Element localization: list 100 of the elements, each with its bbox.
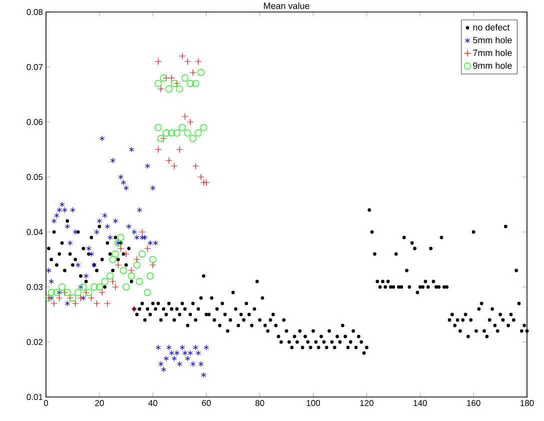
point: [109, 256, 116, 263]
point: [168, 74, 176, 82]
point: [136, 278, 144, 285]
point: [66, 294, 74, 302]
x-tick-label: 180: [520, 400, 534, 406]
point: [200, 124, 208, 131]
point: [90, 284, 98, 290]
point: [128, 272, 136, 280]
point: [173, 80, 180, 87]
point: [77, 294, 84, 302]
y-tick-label: 0.03: [26, 284, 43, 290]
point: [165, 157, 172, 164]
legend-label: 7mm hole: [473, 49, 512, 56]
point: [194, 58, 202, 65]
legend-label: 5mm hole: [473, 36, 512, 44]
point: [184, 130, 192, 136]
point: [157, 86, 164, 92]
point: [133, 256, 140, 263]
point: [157, 135, 164, 142]
point: [122, 284, 130, 290]
point: [64, 289, 71, 296]
point: [56, 294, 63, 302]
point: [162, 130, 170, 136]
point: [128, 267, 136, 274]
point: [170, 162, 178, 170]
point: [170, 80, 178, 87]
point: [192, 80, 200, 87]
point: [138, 228, 146, 236]
point: [144, 289, 152, 296]
point: [194, 130, 202, 136]
point: [154, 80, 162, 87]
point: [101, 278, 108, 285]
point: [50, 300, 58, 307]
x-tick-label: 140: [414, 400, 427, 406]
point: [178, 124, 186, 131]
point: [165, 86, 172, 92]
point: [117, 234, 124, 241]
x-tick-label: 60: [202, 400, 211, 406]
point: [61, 289, 68, 296]
point: [106, 272, 114, 280]
point: [114, 262, 122, 268]
x-tick-label: 160: [467, 400, 480, 406]
point: [160, 74, 168, 82]
point: [88, 294, 95, 302]
point: [160, 135, 168, 142]
y-tick-label: 0.04: [26, 228, 43, 236]
point: [93, 300, 100, 307]
point: [176, 146, 184, 153]
point: [202, 179, 210, 186]
point: [162, 74, 170, 82]
point: [74, 289, 82, 296]
y-tick-label: 0.02: [26, 338, 43, 346]
x-tick-label: 40: [148, 400, 158, 406]
point: [138, 250, 146, 258]
point: [154, 124, 162, 131]
point: [173, 130, 180, 136]
x-tick-label: 100: [306, 400, 320, 406]
x-tick-label: 0: [44, 400, 48, 406]
point: [189, 135, 196, 142]
point: [154, 146, 162, 153]
y-tick-label: 0.01: [26, 394, 43, 400]
point: [58, 284, 66, 290]
point: [181, 74, 188, 82]
point: [192, 162, 200, 170]
point: [122, 250, 130, 258]
point: [133, 262, 140, 268]
point: [120, 267, 127, 274]
x-tick-label: 120: [360, 400, 374, 406]
y-tick-label: 0.05: [26, 174, 43, 180]
point: [189, 69, 196, 76]
point: [186, 80, 194, 87]
point: [53, 289, 60, 296]
point: [149, 256, 156, 263]
point: [144, 245, 152, 252]
point: [184, 58, 192, 65]
x-tick-label: 80: [255, 400, 264, 406]
point: [186, 118, 194, 126]
point: [72, 300, 79, 307]
legend-label: 9mm hole: [473, 62, 512, 69]
y-tick-label: 0.06: [26, 118, 43, 126]
point: [154, 58, 162, 65]
point: [149, 262, 156, 268]
x-tick-label: 20: [95, 400, 104, 406]
point: [80, 284, 87, 290]
point: [98, 289, 106, 296]
point: [104, 300, 111, 307]
point: [112, 250, 119, 258]
point: [69, 294, 76, 302]
point: [181, 113, 188, 120]
point: [82, 289, 90, 296]
point: [178, 52, 186, 60]
chart-title: Mean value: [264, 2, 310, 9]
point: [85, 289, 92, 296]
point: [176, 86, 184, 92]
point: [117, 245, 124, 252]
y-tick-label: 0.08: [26, 8, 43, 16]
y-tick-label: 0.07: [26, 64, 43, 70]
point: [146, 272, 154, 280]
point: [48, 289, 55, 296]
point: [168, 130, 176, 136]
